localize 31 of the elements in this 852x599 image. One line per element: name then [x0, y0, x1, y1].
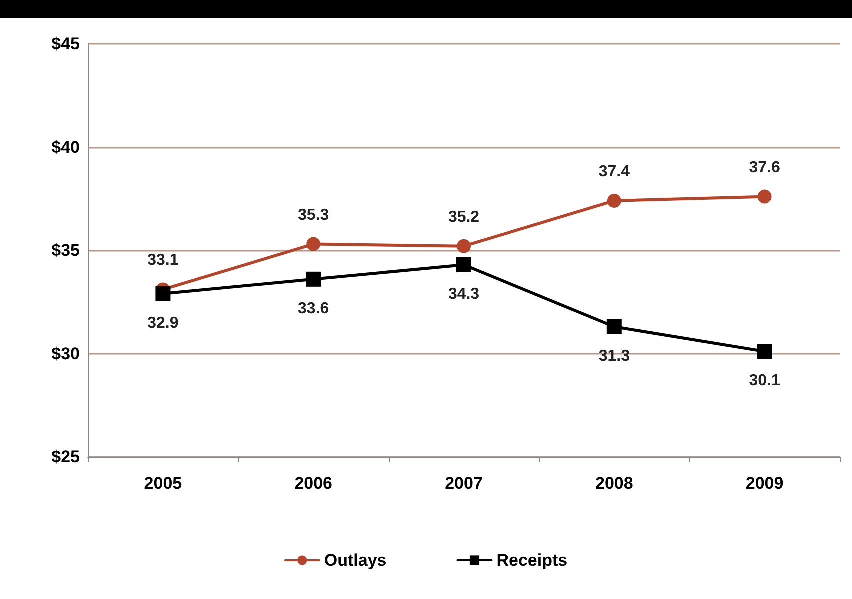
data-label: 37.6: [749, 159, 780, 176]
y-tick-label: $35: [52, 241, 80, 260]
x-tick-label: 2008: [595, 474, 634, 493]
data-label: 35.3: [298, 206, 330, 224]
x-tick-label: 2005: [144, 474, 182, 493]
x-tick-label: 2006: [294, 474, 333, 493]
x-tick-label: 2007: [445, 474, 483, 493]
point: [607, 194, 622, 208]
data-label: 31.3: [598, 348, 630, 365]
legend-label: Receipts: [496, 551, 568, 570]
point: [457, 239, 471, 254]
data-label: 35.2: [448, 208, 480, 226]
x-tick-label: 2009: [746, 474, 784, 493]
data-label: 37.4: [598, 163, 630, 180]
data-label: 32.9: [148, 314, 179, 332]
data-label: 33.1: [148, 252, 179, 270]
point: [306, 272, 322, 287]
data-label: 34.3: [448, 286, 480, 303]
y-tick-label: $30: [52, 344, 80, 364]
data-label: 33.6: [298, 300, 330, 318]
legend-label: Outlays: [324, 551, 387, 570]
point: [456, 257, 472, 272]
point: [606, 319, 622, 334]
point: [757, 344, 772, 360]
y-tick-label: $40: [52, 138, 80, 157]
data-label: 30.1: [749, 372, 780, 390]
point: [758, 190, 772, 204]
y-tick-label: $45: [52, 34, 80, 54]
point: [306, 237, 321, 252]
y-tick-label: $25: [52, 448, 80, 466]
point: [156, 286, 171, 302]
